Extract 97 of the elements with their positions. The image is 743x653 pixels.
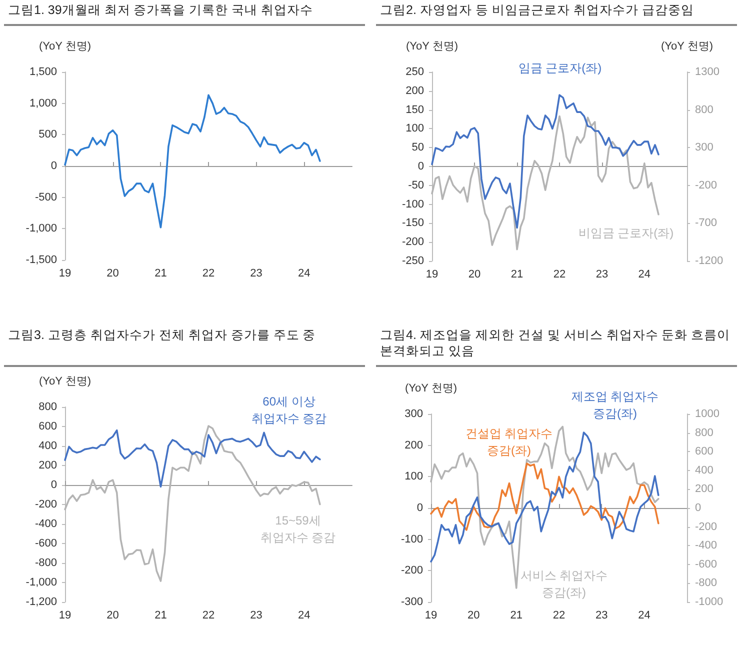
y-tick-label: 50 [412, 142, 424, 154]
y-tick-label: -1,000 [26, 576, 57, 588]
series-label: 비임금 근로자(좌) [578, 226, 674, 240]
x-tick-label: 22 [552, 610, 566, 622]
x-tick-label: 19 [424, 610, 438, 622]
y2-tick-label: 800 [695, 104, 714, 116]
y-axis-title: (YoY 천명) [406, 40, 458, 52]
chart-title: 그림2. 자영업자 등 비임금근로자 취업자수가 급감중임 [376, 0, 737, 26]
y2-tick-label: 1300 [695, 66, 720, 78]
y2-tick-label: -1000 [695, 596, 724, 608]
y-tick-label: -100 [400, 533, 423, 546]
y2-tick-label: 1000 [695, 408, 720, 420]
y2-tick-label: -600 [695, 558, 718, 570]
line-series [64, 94, 321, 228]
y-tick-label: -150 [402, 217, 424, 230]
x-tick-label: 23 [250, 268, 262, 280]
y2-tick-label: 600 [695, 446, 714, 458]
x-tick-label: 24 [638, 268, 651, 280]
series-label: 제조업 취업자수 증감(좌) [571, 390, 659, 420]
y-tick-label: 100 [406, 122, 424, 135]
y-tick-label: -500 [34, 191, 57, 204]
y2-axis-title: (YoY 천명) [661, 40, 713, 52]
y-tick-label: 300 [404, 408, 423, 420]
y-tick-label: 400 [38, 440, 57, 452]
y-tick-label: 500 [38, 128, 57, 141]
y-axis-title: (YoY 천명) [39, 376, 91, 388]
y-tick-label: 100 [404, 470, 423, 483]
y-tick-label: -400 [34, 518, 57, 530]
y2-tick-label: -700 [695, 217, 718, 230]
y-tick-label: 800 [38, 401, 57, 413]
y-tick-label: 200 [404, 439, 423, 452]
line-series [431, 94, 660, 229]
x-tick-label: 23 [250, 610, 262, 622]
y-tick-label: -1,500 [26, 254, 57, 266]
x-tick-label: 20 [468, 610, 480, 622]
y2-tick-label: 800 [695, 426, 714, 439]
y-tick-label: 150 [406, 104, 424, 116]
x-tick-label: 19 [426, 268, 438, 280]
y-tick-label: 0 [418, 160, 424, 172]
y2-tick-label: -200 [695, 520, 718, 533]
y-tick-label: 200 [406, 84, 424, 97]
x-tick-label: 22 [553, 268, 566, 280]
y2-tick-label: -200 [695, 179, 718, 192]
y-tick-label: 1,000 [29, 97, 57, 110]
y2-tick-label: 400 [695, 464, 714, 476]
x-tick-label: 20 [468, 268, 481, 280]
x-tick-label: 21 [510, 268, 524, 280]
y-tick-label: 0 [416, 502, 423, 514]
y-tick-label: -600 [34, 538, 57, 550]
x-tick-label: 21 [154, 610, 167, 622]
x-tick-label: 23 [596, 268, 608, 280]
x-tick-label: 22 [202, 610, 215, 622]
y-tick-label: 250 [406, 66, 424, 78]
x-tick-label: 20 [106, 610, 119, 622]
chart-title: 그림1. 39개월래 최저 증가폭을 기록한 국내 취업자수 [4, 0, 365, 26]
line-series [430, 462, 660, 531]
y-tick-label: 1,500 [29, 66, 57, 78]
x-tick-label: 19 [58, 268, 72, 280]
y-tick-label: -800 [34, 557, 57, 569]
y-tick-label: -250 [402, 255, 424, 267]
y-tick-label: 0 [50, 160, 57, 172]
x-tick-label: 24 [298, 268, 310, 280]
line-series [64, 429, 321, 488]
y-axis-title: (YoY 천명) [405, 382, 457, 394]
x-tick-label: 23 [596, 610, 608, 622]
y-tick-label: -300 [400, 596, 423, 608]
y-tick-label: -1,200 [26, 596, 57, 608]
y-axis-title: (YoY 천명) [39, 40, 91, 52]
x-tick-label: 19 [58, 610, 72, 622]
y-tick-label: -100 [402, 198, 424, 210]
y-tick-label: -50 [408, 179, 424, 192]
x-tick-label: 22 [202, 268, 215, 280]
y-tick-label: 200 [38, 460, 57, 472]
y2-tick-label: -1200 [695, 255, 724, 267]
y2-tick-label: -800 [695, 577, 718, 590]
x-tick-label: 21 [154, 268, 167, 280]
series-label: 건설업 취업자수 증감(좌) [465, 426, 553, 458]
text: 임금 근로자(좌) [518, 61, 602, 75]
y-tick-label: -200 [34, 498, 57, 510]
y2-tick-label: 0 [695, 502, 702, 514]
y-tick-label: 600 [38, 420, 57, 432]
series-label: 서비스 취업자수 증감(좌) [520, 568, 608, 600]
x-tick-label: 24 [638, 610, 650, 622]
y-tick-label: -1,000 [26, 222, 57, 235]
y2-tick-label: 300 [695, 142, 714, 154]
y2-tick-label: -400 [695, 540, 718, 552]
chart-title: 그림4. 제조업을 제외한 건설 및 서비스 취업자수 둔화 흐름이 본격화되고 있음 [376, 325, 737, 367]
y-tick-label: -200 [402, 236, 424, 248]
x-tick-label: 24 [298, 610, 310, 622]
y2-tick-label: 200 [695, 483, 714, 496]
x-tick-label: 21 [510, 610, 522, 622]
x-tick-label: 20 [106, 268, 119, 280]
chart-title: 그림3. 고령층 취업자수가 전체 취업자 증가를 주도 중 [4, 325, 365, 367]
y-tick-label: 0 [50, 479, 57, 491]
series-label: 60세 이상 취업자수 증감 [251, 394, 327, 426]
y-tick-label: -200 [400, 564, 423, 577]
series-label: 15~59세 취업자수 증감 [260, 514, 336, 544]
